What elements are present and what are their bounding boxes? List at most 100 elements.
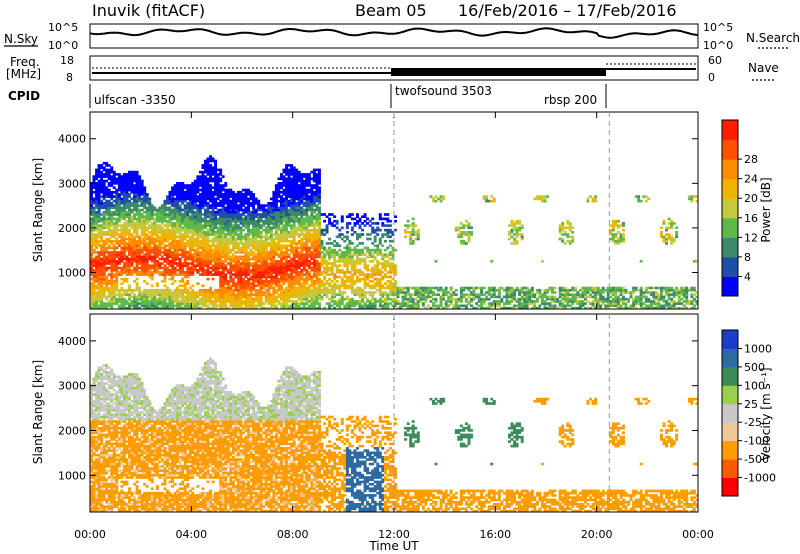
power-cell (211, 186, 215, 190)
power-cell (287, 215, 291, 219)
power-cell (244, 286, 248, 290)
power-cell (183, 306, 187, 310)
power-cell (115, 199, 119, 203)
power-cell (176, 257, 180, 261)
power-cell (110, 302, 114, 305)
power-cell (209, 246, 213, 250)
power-cell (350, 257, 354, 261)
power-cell (236, 195, 240, 198)
power-cell (188, 297, 192, 301)
power-cell (105, 268, 109, 272)
power-cell (171, 199, 175, 203)
power-cell (287, 244, 291, 248)
power-cell (320, 297, 324, 301)
power-cell (318, 224, 321, 227)
power-cell (315, 224, 319, 227)
power-cell (262, 273, 266, 276)
power-cell (244, 266, 248, 270)
power-cell (130, 262, 134, 265)
power-cell (122, 231, 126, 234)
power-cell (107, 288, 111, 292)
power-cell (97, 213, 101, 216)
power-cell (214, 302, 218, 305)
power-cell (102, 262, 106, 265)
power-cell (244, 306, 248, 310)
power-cell (171, 262, 175, 265)
power-cell (290, 210, 294, 214)
power-cell (198, 253, 202, 256)
power-cell (287, 210, 291, 214)
power-cell (181, 262, 185, 265)
power-cell (274, 233, 278, 236)
power-cell (206, 177, 210, 181)
power-cell (252, 300, 256, 303)
power-cell (97, 235, 101, 239)
power-cell (244, 268, 248, 272)
power-cell (153, 244, 157, 248)
power-cell (183, 193, 187, 196)
power-cell (295, 184, 299, 187)
power-cell (211, 173, 215, 176)
power-cell (282, 295, 286, 299)
power-cell (148, 288, 152, 292)
power-cell (148, 235, 152, 239)
power-cell (110, 239, 114, 243)
power-cell (219, 306, 223, 310)
power-cell (305, 190, 309, 194)
power-cell (280, 186, 283, 190)
power-cell (110, 257, 114, 261)
power-cell (92, 275, 96, 279)
power-cell (330, 295, 334, 299)
power-cell (95, 206, 99, 210)
power-cell (249, 284, 253, 288)
power-cell (148, 202, 152, 205)
power-cell (122, 195, 126, 198)
power-cell (117, 210, 121, 214)
power-cell (206, 242, 210, 245)
power-cell (236, 273, 240, 276)
power-cell (198, 184, 202, 187)
power-cell (214, 204, 218, 207)
power-cell (272, 199, 276, 203)
power-cell (178, 199, 182, 203)
power-cell (229, 206, 233, 210)
nsky-trace (89, 27, 699, 39)
power-cell (305, 222, 309, 225)
power-cell (269, 204, 273, 207)
power-cell (229, 217, 233, 221)
power-cell (110, 235, 114, 239)
power-cell (297, 262, 301, 265)
power-cell (287, 222, 291, 225)
power-cell (209, 239, 213, 243)
power-cell (231, 233, 235, 236)
power-cell (186, 235, 190, 239)
power-cell (247, 306, 251, 310)
power-cell (262, 213, 266, 216)
power-cell (226, 253, 230, 256)
power-cell (163, 210, 167, 214)
power-cell (181, 291, 185, 294)
power-cell (282, 280, 286, 283)
power-cell (292, 235, 296, 239)
power-cell (120, 251, 124, 254)
power-cell (272, 277, 276, 281)
power-cell (307, 300, 311, 303)
power-cell (155, 246, 159, 250)
power-cell (178, 280, 182, 283)
power-cell (310, 217, 314, 221)
power-cell (272, 255, 276, 259)
power-cell (128, 222, 131, 225)
power-cell (236, 197, 240, 201)
power-cell (333, 282, 337, 285)
power-cell (120, 295, 124, 299)
power-cell (348, 284, 352, 288)
power-cell (315, 186, 319, 190)
power-cell (155, 284, 159, 288)
power-cell (285, 297, 289, 301)
power-cell (155, 228, 159, 232)
power-cell (183, 304, 187, 308)
power-cell (112, 273, 116, 276)
power-cell (254, 231, 258, 234)
power-cell (201, 297, 205, 301)
power-cell (133, 177, 137, 181)
